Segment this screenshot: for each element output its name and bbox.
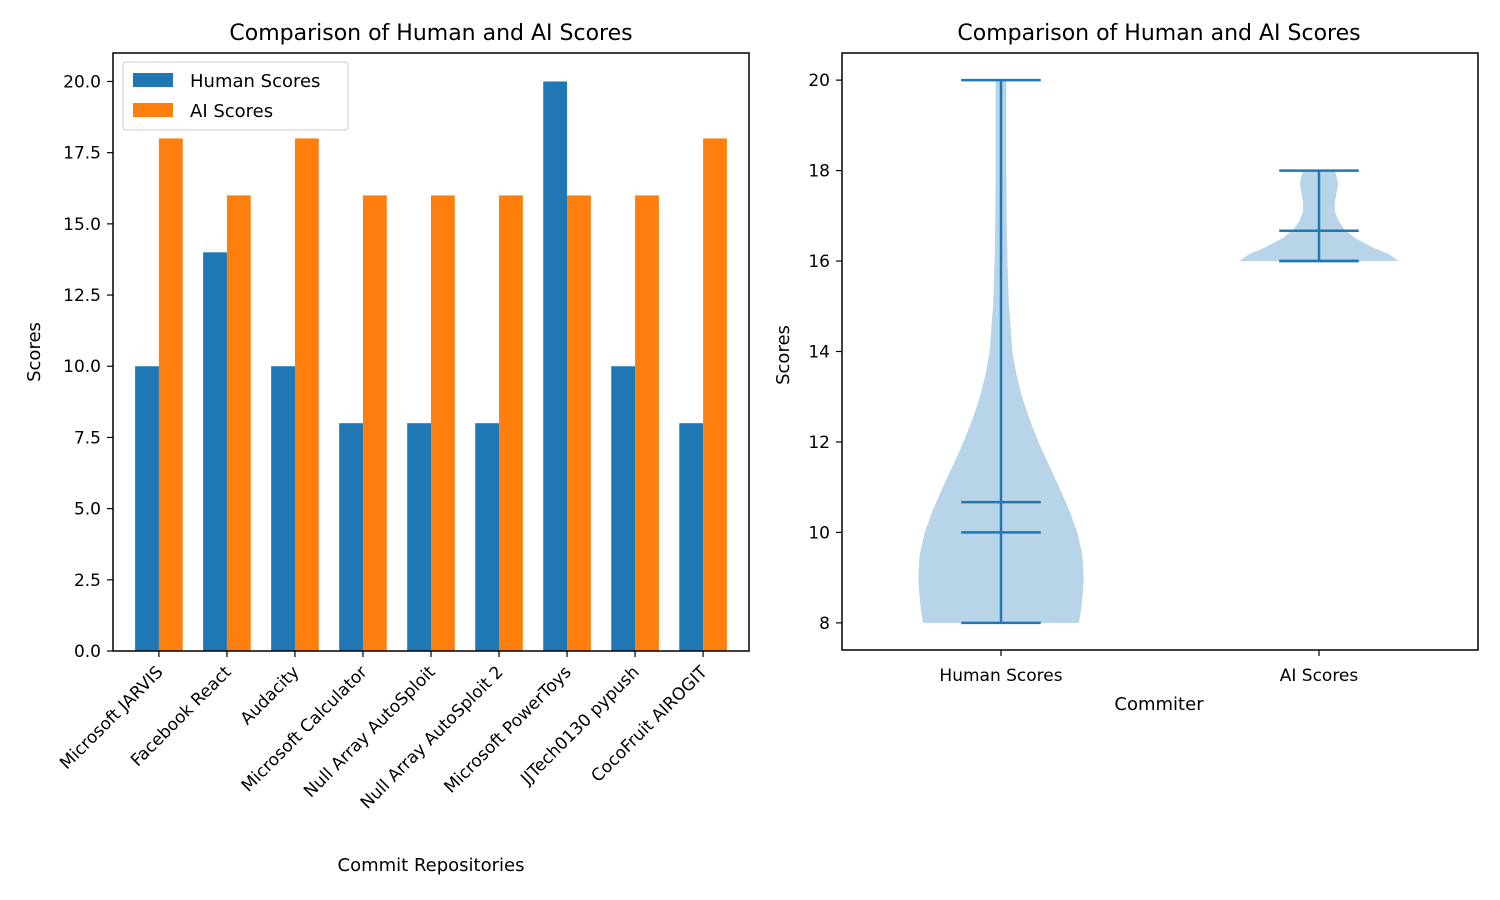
bar-x-tick-label: JJTech0130 pypush	[516, 662, 643, 789]
violin-y-tick-label: 8	[819, 614, 830, 634]
bar-ai-6	[567, 195, 591, 651]
bar-human-7	[611, 366, 636, 651]
violin-chart: Comparison of Human and AI Scores 8 10 12 1…	[773, 21, 1479, 715]
bar-y-tick-label: 20.0	[63, 72, 101, 92]
bar-y-ticks: 0.0 2.5 5.0 7.5 10.0 12.5 15.0 17.5 20.0	[63, 72, 113, 662]
violin-x-tick-label: Human Scores	[939, 666, 1062, 686]
violin-marks	[918, 78, 1399, 625]
bar-chart-title: Comparison of Human and AI Scores	[229, 21, 632, 46]
legend: Human Scores AI Scores	[122, 61, 349, 131]
violin-y-tick-label: 18	[808, 162, 830, 182]
bar-ai-8	[703, 138, 727, 651]
bar-chart: Comparison of Human and AI Scores 0.0 2.5…	[24, 21, 750, 876]
bar-human-2	[271, 366, 295, 651]
bar-y-tick-label: 5.0	[74, 500, 101, 520]
violin-x-ticks: Human Scores AI Scores	[939, 650, 1358, 686]
bar-y-axis-label: Scores	[24, 322, 45, 382]
bar-ai-0	[158, 138, 183, 651]
bar-y-tick-label: 0.0	[74, 642, 101, 662]
bar-x-tick-label: CocoFruit AIROGIT	[588, 662, 713, 787]
legend-swatch-human	[133, 73, 173, 87]
bar-plot-frame	[112, 52, 750, 652]
bar-x-tick-label: Audacity	[237, 662, 304, 729]
violin-y-ticks: 8 10 12 14 16 18 20	[808, 71, 842, 634]
bar-y-tick-label: 12.5	[63, 286, 101, 306]
violin-y-tick-label: 10	[808, 523, 830, 543]
violin-plot-frame	[841, 52, 1479, 651]
violin-y-tick-label: 12	[808, 433, 830, 453]
violin-x-axis-label: Commiter	[1114, 694, 1204, 715]
bar-ai-4	[431, 195, 455, 651]
bar-x-tick-label: Microsoft Calculator	[238, 662, 372, 796]
bar-ai-7	[635, 195, 659, 651]
legend-label-ai: AI Scores	[190, 101, 273, 122]
violin-y-tick-label: 20	[808, 71, 830, 91]
bar-y-tick-label: 10.0	[63, 357, 101, 377]
bar-human-3	[339, 423, 363, 651]
violin-x-tick-label: AI Scores	[1280, 666, 1359, 686]
bar-x-axis-label: Commit Repositories	[338, 855, 525, 876]
bar-ai-3	[362, 195, 387, 651]
bar-y-tick-label: 15.0	[63, 215, 101, 235]
violin-y-tick-label: 16	[808, 252, 830, 272]
bar-ai-2	[294, 138, 319, 651]
violin-y-tick-label: 14	[808, 343, 830, 363]
legend-label-human: Human Scores	[190, 71, 320, 92]
bar-ai-5	[499, 195, 523, 651]
bar-human-6	[543, 81, 568, 651]
legend-swatch-ai	[133, 103, 173, 117]
violin-y-axis-label: Scores	[773, 325, 794, 385]
bar-y-tick-label: 7.5	[74, 428, 101, 448]
bar-human-0	[135, 366, 159, 651]
violin-chart-title: Comparison of Human and AI Scores	[957, 21, 1360, 46]
bar-human-8	[679, 423, 704, 651]
bar-x-tick-label: Microsoft PowerToys	[441, 662, 576, 797]
legend-frame	[122, 61, 349, 131]
bar-human-1	[203, 252, 227, 652]
bar-y-tick-label: 17.5	[63, 144, 101, 164]
bar-human-4	[407, 423, 431, 651]
bar-ai-1	[226, 195, 251, 651]
bar-y-tick-label: 2.5	[74, 571, 101, 591]
bar-x-tick-label: Null Array AutoSploit	[300, 662, 440, 802]
bar-marks	[135, 81, 727, 652]
bar-human-5	[475, 423, 500, 651]
